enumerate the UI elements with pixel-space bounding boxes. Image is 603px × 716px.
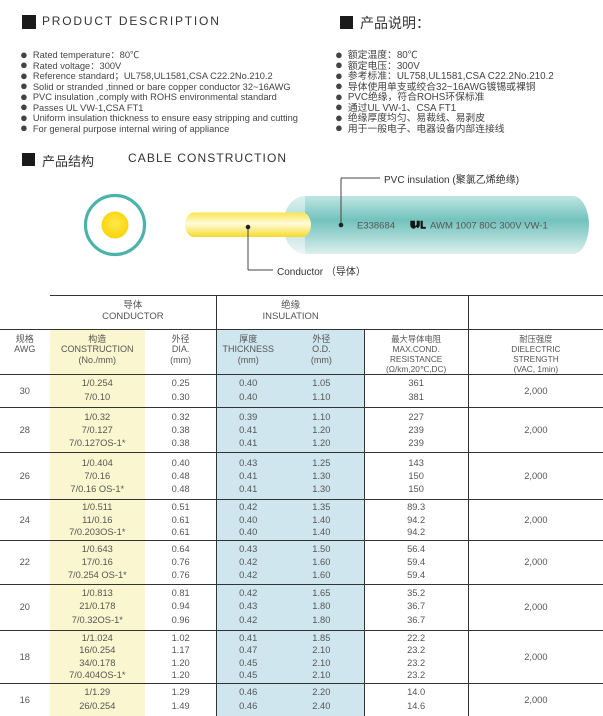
svg-text:AWM 1007 80C 300V VW-1: AWM 1007 80C 300V VW-1	[430, 221, 548, 232]
svg-text:E338684: E338684	[357, 221, 395, 232]
